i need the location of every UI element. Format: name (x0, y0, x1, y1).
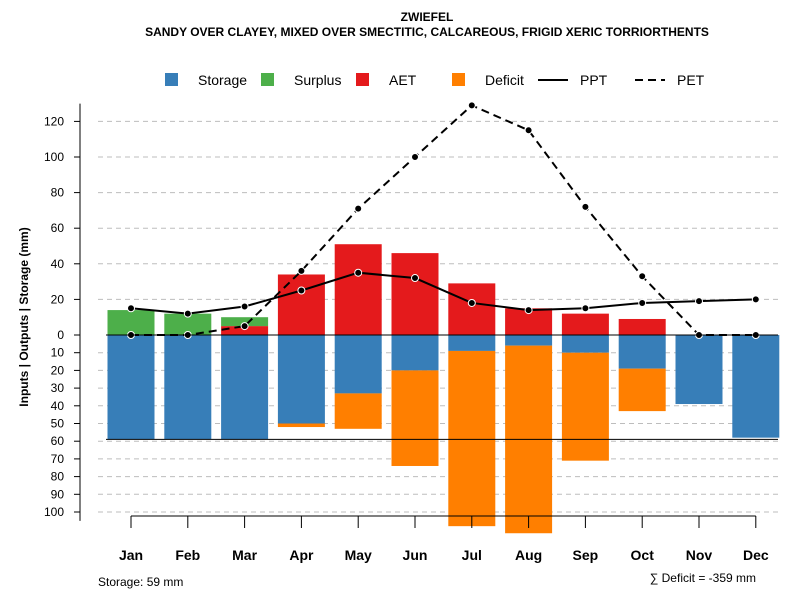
y-tick-label: 70 (51, 452, 65, 466)
legend-label-aet: AET (389, 72, 417, 88)
bar-surplus (164, 313, 212, 335)
y-tick-label: 0 (57, 328, 64, 342)
ppt-point (297, 286, 306, 295)
y-tick-label: 60 (51, 221, 65, 235)
pet-point (467, 101, 476, 110)
pet-point (411, 153, 419, 161)
x-tick-label-sep: Sep (573, 547, 599, 563)
ppt-point (751, 295, 760, 304)
bar-storage (448, 335, 496, 351)
bar-aet (277, 274, 325, 335)
legend-label-storage: Storage (198, 72, 247, 88)
bar-storage (334, 335, 382, 394)
bar-surplus (221, 317, 269, 327)
ppt-point (695, 297, 703, 306)
legend-swatch-storage (165, 73, 178, 86)
bars-group (107, 244, 780, 534)
bar-storage (675, 335, 723, 405)
chart-subtitle: SANDY OVER CLAYEY, MIXED OVER SMECTITIC,… (145, 25, 709, 39)
legend-swatch-aet (356, 73, 369, 86)
bar-storage (107, 335, 155, 440)
bar-storage (618, 335, 666, 369)
ppt-point (524, 306, 533, 315)
bar-deficit (391, 370, 439, 466)
chart-title: ZWIEFEL (401, 10, 454, 24)
y-tick-label: 80 (51, 186, 65, 200)
legend-label-pet: PET (677, 72, 705, 88)
bar-storage (561, 335, 609, 353)
bar-aet (448, 283, 496, 335)
bar-deficit (618, 368, 666, 412)
y-tick-label: 50 (51, 417, 65, 431)
legend-label-ppt: PPT (580, 72, 608, 88)
bar-deficit (334, 393, 382, 429)
bar-storage (732, 335, 780, 438)
bar-storage (391, 335, 439, 371)
y-tick-label: 40 (51, 257, 65, 271)
bar-storage (277, 335, 325, 424)
y-tick-label: 20 (51, 363, 65, 377)
ppt-point (354, 268, 363, 277)
pet-point (638, 272, 647, 281)
legend-label-surplus: Surplus (294, 72, 341, 88)
x-tick-label-may: May (345, 547, 372, 563)
x-tick-label-mar: Mar (232, 547, 257, 563)
bar-surplus (107, 310, 155, 335)
y-tick-label: 40 (51, 399, 65, 413)
pet-point (581, 202, 590, 211)
y-tick-label: 60 (51, 434, 65, 448)
pet-point (354, 204, 363, 213)
y-tick-label: 30 (51, 381, 65, 395)
y-tick-label: 20 (51, 292, 65, 306)
x-tick-label-jun: Jun (403, 547, 428, 563)
y-axis-label: Inputs | Outputs | Storage (mm) (17, 227, 31, 406)
x-tick-label-dec: Dec (743, 547, 769, 563)
pet-point (240, 322, 249, 331)
ppt-point (467, 298, 476, 307)
bar-aet (221, 326, 269, 335)
pet-point (524, 126, 533, 135)
ppt-point (411, 274, 419, 283)
bar-deficit (561, 352, 609, 461)
axes: 0 20 40 60 80 100 120 10 20 30 40 50 60 70 80 90 100 Jan F… (44, 103, 778, 563)
x-tick-label-nov: Nov (686, 547, 713, 563)
legend-swatch-deficit (452, 73, 465, 86)
bar-storage (505, 335, 553, 346)
x-tick-label-feb: Feb (175, 547, 200, 563)
ppt-point (240, 302, 249, 311)
bar-storage (221, 335, 269, 440)
x-tick-label-apr: Apr (289, 547, 314, 563)
ppt-line (130, 271, 756, 315)
y-tick-label: 90 (51, 487, 65, 501)
x-tick-label-jan: Jan (119, 547, 143, 563)
legend-label-deficit: Deficit (485, 72, 524, 88)
ppt-point (638, 298, 647, 307)
bar-deficit (448, 350, 496, 527)
bar-deficit (277, 423, 325, 428)
ppt-point (581, 304, 590, 313)
bar-aet (391, 253, 439, 335)
legend-swatch-surplus (261, 73, 274, 86)
legend: Storage Surplus AET Deficit PPT PET (165, 72, 705, 88)
x-tick-label-oct: Oct (631, 547, 655, 563)
y-tick-label: 80 (51, 470, 65, 484)
deficit-footer: ∑ Deficit = -359 mm (650, 571, 756, 585)
pet-line (131, 104, 756, 336)
bar-aet (561, 313, 609, 335)
ppt-point (183, 309, 192, 318)
x-tick-label-jul: Jul (462, 547, 482, 563)
x-tick-label-aug: Aug (515, 547, 542, 563)
y-tick-label: 100 (44, 505, 64, 519)
y-tick-label: 120 (44, 114, 64, 128)
y-tick-label: 100 (44, 150, 64, 164)
y-tick-label: 10 (51, 346, 65, 360)
ppt-point (127, 304, 135, 313)
pet-point (297, 266, 306, 275)
bar-storage (164, 335, 212, 440)
series-lines (127, 101, 760, 339)
bar-aet (334, 244, 382, 335)
bar-aet (618, 318, 666, 335)
storage-footer: Storage: 59 mm (98, 575, 183, 589)
